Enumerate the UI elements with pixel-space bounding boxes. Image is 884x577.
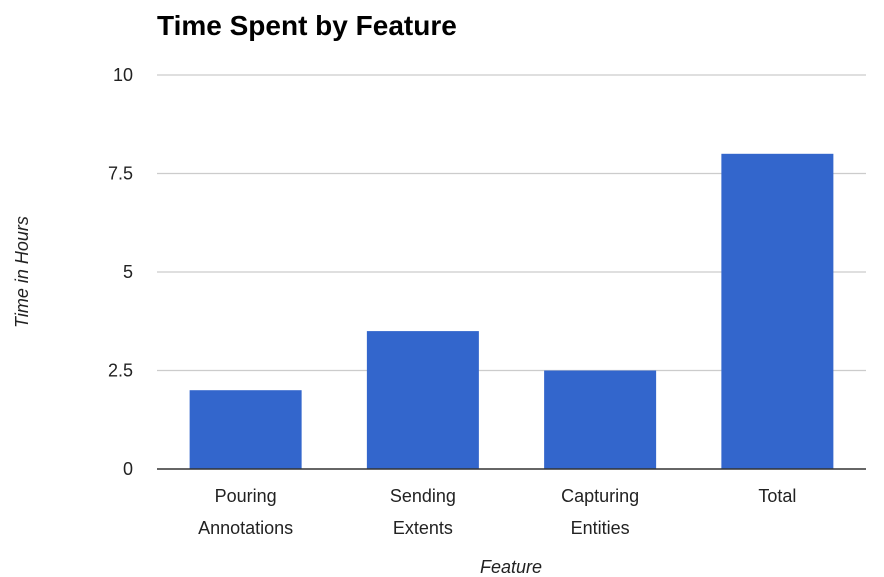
x-tick-label: Entities bbox=[571, 518, 630, 538]
x-tick-label: Sending bbox=[390, 486, 456, 506]
y-tick-label: 5 bbox=[123, 262, 133, 282]
x-tick-label: Pouring bbox=[215, 486, 277, 506]
x-tick-label: Total bbox=[758, 486, 796, 506]
x-tick-label: Extents bbox=[393, 518, 453, 538]
y-tick-label: 2.5 bbox=[108, 361, 133, 381]
x-axis-ticks: Pouring Annotations Sending Extents Capturin… bbox=[198, 486, 796, 538]
y-tick-label: 10 bbox=[113, 65, 133, 85]
y-axis-title: Time in Hours bbox=[12, 216, 32, 328]
y-axis-ticks: 0 2.5 5 7.5 10 bbox=[108, 65, 133, 479]
y-tick-label: 7.5 bbox=[108, 164, 133, 184]
x-tick-label: Annotations bbox=[198, 518, 293, 538]
x-axis-title: Feature bbox=[480, 557, 542, 577]
chart-title: Time Spent by Feature bbox=[157, 10, 457, 41]
bars-layer bbox=[189, 153, 834, 470]
bar bbox=[721, 153, 834, 470]
bar bbox=[366, 331, 479, 469]
x-tick-label: Capturing bbox=[561, 486, 639, 506]
bar bbox=[189, 390, 302, 469]
bar bbox=[544, 370, 657, 469]
y-tick-label: 0 bbox=[123, 459, 133, 479]
